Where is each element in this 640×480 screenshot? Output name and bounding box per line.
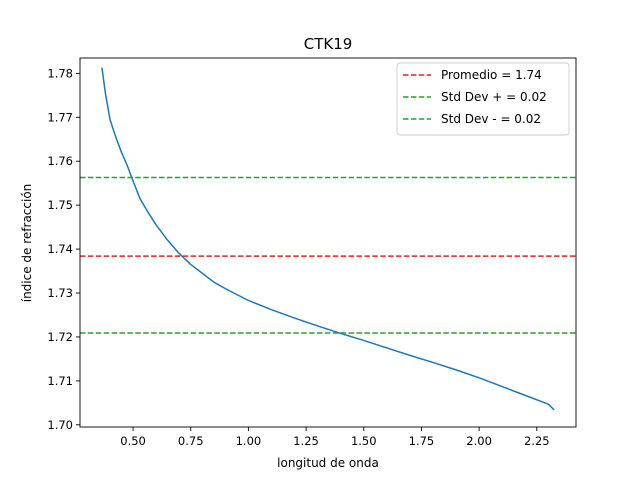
axes-frame: [79, 57, 577, 428]
x-tick-label: 1.25: [293, 434, 319, 448]
x-axis: 0.50 0.75 1.00 1.25 1.50 1.75 2.00 2.25: [120, 427, 550, 448]
y-tick-label: 1.70: [47, 418, 73, 432]
y-tick-label: 1.73: [47, 286, 73, 300]
y-tick-label: 1.78: [47, 66, 73, 80]
reference-lines: [80, 176, 576, 334]
chart-title: CTK19: [304, 35, 353, 53]
y-axis: 1.70 1.71 1.72 1.73 1.74 1.75 1.76 1.77 1.78: [47, 66, 80, 432]
legend-box: [396, 62, 570, 136]
y-tick-label: 1.74: [47, 242, 73, 256]
y-axis-label: índice de refracción: [20, 184, 34, 303]
x-tick-label: 2.25: [524, 434, 550, 448]
y-tick-label: 1.76: [47, 154, 73, 168]
y-tick-label: 1.77: [47, 110, 73, 124]
y-tick-label: 1.72: [47, 330, 73, 344]
x-tick-label: 1.75: [409, 434, 435, 448]
data-series: [101, 67, 555, 411]
x-tick-label: 0.75: [178, 434, 204, 448]
legend-label: Std Dev + = 0.02: [441, 90, 547, 104]
series-line-1: [101, 67, 555, 411]
x-tick-label: 1.50: [351, 434, 377, 448]
legend: Promedio = 1.74 Std Dev + = 0.02 Std Dev -…: [396, 62, 570, 136]
legend-label: Promedio = 1.74: [441, 68, 542, 82]
x-axis-label: longitud de onda: [277, 456, 379, 470]
x-tick-label: 0.50: [120, 434, 146, 448]
legend-label: Std Dev - = 0.02: [441, 112, 541, 126]
x-tick-label: 1.00: [236, 434, 262, 448]
y-tick-label: 1.75: [47, 198, 73, 212]
x-tick-label: 2.00: [466, 434, 492, 448]
y-tick-label: 1.71: [47, 374, 73, 388]
